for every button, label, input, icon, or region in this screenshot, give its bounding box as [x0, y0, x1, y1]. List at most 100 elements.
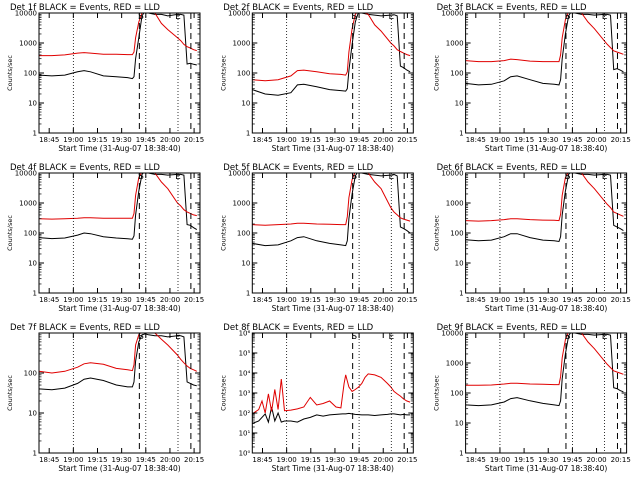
x-tick-label: 19:30: [325, 136, 345, 144]
series-events-line: [39, 333, 197, 391]
series-events-line: [252, 173, 411, 247]
x-tick-label: 20:00: [373, 296, 393, 304]
y-tick-label: 1000: [19, 40, 37, 48]
x-tick-label: 19:15: [301, 456, 321, 464]
x-tick-label: 20:00: [373, 456, 393, 464]
y-tick-label: 10: [241, 100, 250, 108]
x-tick-label: 19:45: [349, 136, 369, 144]
y-tick-label: 10000: [441, 10, 463, 18]
y-axis-label: Counts/sec: [219, 215, 227, 251]
y-axis-label: Counts/sec: [6, 215, 14, 251]
y-tick-label: 10¹: [239, 430, 251, 438]
y-tick-label: 10: [455, 100, 464, 108]
plot-frame: [465, 172, 628, 294]
x-tick-label: 19:30: [112, 136, 132, 144]
series-group: [39, 333, 198, 391]
y-tick-label: 100: [24, 230, 37, 238]
y-tick-label: 10⁰: [239, 450, 251, 458]
series-events-line: [465, 333, 624, 407]
series-group: [465, 13, 624, 86]
y-tick-label: 10000: [15, 10, 37, 18]
y-tick-label: 10: [28, 410, 37, 418]
x-tick-label: 19:30: [112, 296, 132, 304]
marker-label: S: [565, 12, 571, 22]
x-tick-label: 19:30: [538, 296, 558, 304]
x-tick-label: 18:45: [466, 456, 486, 464]
x-axis-label: Start Time (31-Aug-07 18:38:40): [272, 304, 394, 313]
x-tick-label: 19:00: [277, 296, 297, 304]
marker-label: E: [175, 12, 181, 22]
marker-label: S: [565, 332, 571, 342]
x-axis-label: Start Time (31-Aug-07 18:38:40): [485, 144, 607, 153]
chart-title: Det 2f BLACK = Events, RED = LLD: [223, 3, 373, 13]
x-tick-label: 19:15: [514, 136, 534, 144]
x-tick-label: 18:45: [39, 456, 59, 464]
y-tick-label: 10: [241, 260, 250, 268]
y-tick-label: 10⁵: [239, 350, 251, 358]
x-tick-label: 20:15: [184, 296, 204, 304]
x-tick-label: 19:45: [349, 296, 369, 304]
x-tick-label: 19:45: [349, 456, 369, 464]
x-tick-label: 18:45: [466, 136, 486, 144]
series-group: [39, 13, 197, 80]
y-tick-label: 1: [459, 450, 463, 458]
x-tick-label: 19:30: [538, 136, 558, 144]
x-axis-label: Start Time (31-Aug-07 18:38:40): [272, 464, 394, 473]
y-tick-label: 1: [246, 130, 250, 138]
x-tick-label: 20:00: [160, 296, 180, 304]
y-tick-label: 100: [24, 370, 37, 378]
series-lld-line: [252, 373, 411, 415]
x-tick-label: 19:15: [514, 456, 534, 464]
y-axis-label: Counts/sec: [6, 375, 14, 411]
y-axis-label: Counts/sec: [6, 55, 14, 91]
series-group: [252, 373, 411, 424]
x-tick-label: 18:45: [252, 136, 272, 144]
x-tick-label: 20:00: [586, 296, 606, 304]
x-tick-label: 19:00: [63, 456, 83, 464]
x-tick-label: 19:00: [277, 456, 297, 464]
x-tick-label: 19:45: [562, 296, 582, 304]
marker-label: S: [351, 332, 357, 342]
chart-title: Det 5f BLACK = Events, RED = LLD: [223, 163, 373, 173]
y-tick-label: 100: [237, 70, 250, 78]
y-tick-label: 10000: [441, 170, 463, 178]
y-tick-label: 10000: [228, 170, 250, 178]
y-tick-label: 1: [459, 130, 463, 138]
x-tick-label: 20:15: [611, 136, 631, 144]
x-tick-label: 20:15: [397, 296, 417, 304]
y-tick-label: 1: [33, 130, 37, 138]
series-group: [252, 13, 411, 96]
y-tick-label: 100: [450, 390, 463, 398]
x-tick-label: 19:15: [87, 456, 107, 464]
x-tick-label: 19:15: [87, 136, 107, 144]
y-tick-label: 10: [28, 260, 37, 268]
series-group: [39, 173, 198, 240]
x-tick-label: 19:15: [301, 296, 321, 304]
x-tick-label: 19:45: [136, 296, 156, 304]
y-tick-label: 1000: [232, 200, 250, 208]
x-tick-label: 19:00: [63, 296, 83, 304]
series-group: [252, 173, 411, 247]
series-events-line: [39, 13, 197, 80]
series-lld-line: [465, 173, 624, 222]
x-tick-label: 19:30: [325, 456, 345, 464]
plot-frame: [251, 332, 414, 454]
y-axis-label: Counts/sec: [433, 375, 441, 411]
marker-label: E: [175, 332, 181, 342]
x-tick-label: 20:15: [397, 136, 417, 144]
chart-title: Det 7f BLACK = Events, RED = LLD: [10, 323, 160, 333]
marker-label: S: [565, 172, 571, 182]
y-tick-label: 10: [28, 100, 37, 108]
x-tick-label: 20:15: [397, 456, 417, 464]
marker-label: S: [351, 12, 357, 22]
x-tick-label: 20:15: [611, 296, 631, 304]
x-axis-label: Start Time (31-Aug-07 18:38:40): [485, 304, 607, 313]
